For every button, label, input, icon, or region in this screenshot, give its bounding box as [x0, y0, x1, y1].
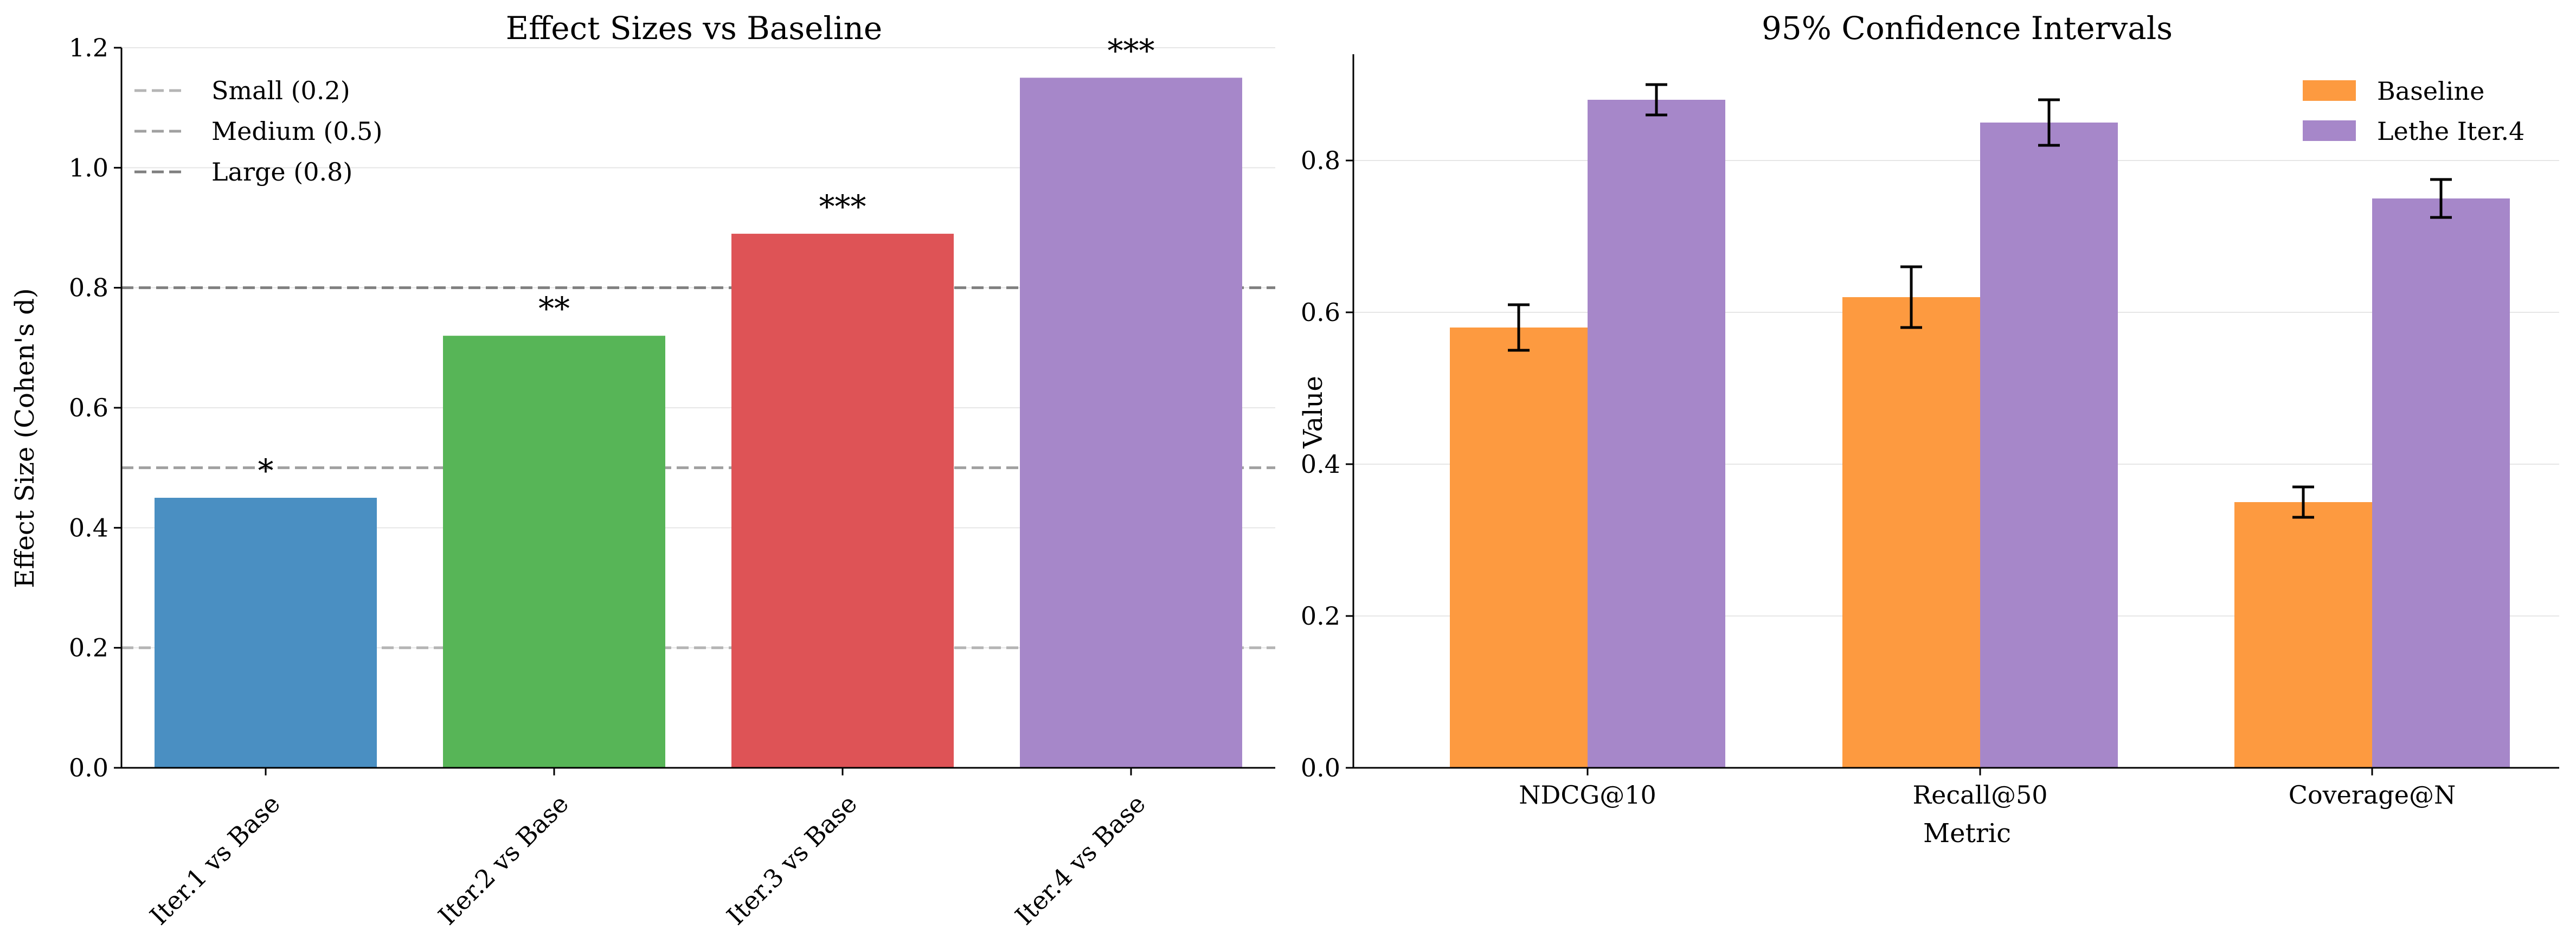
ci-legend: Baseline Lethe Iter.4	[2303, 76, 2524, 146]
right-x-ticks: NDCG@10 Recall@50 Coverage@N	[1519, 768, 2456, 810]
right-x-tick-label: NDCG@10	[1519, 780, 1656, 810]
right-y-tick-label: 0.2	[1301, 601, 1340, 631]
left-x-tick-label: Iter.3 vs Base	[721, 789, 863, 930]
legend-label: Small (0.2)	[211, 76, 350, 105]
right-y-axis-label: Value	[1298, 376, 1328, 449]
effect-size-bar	[155, 498, 377, 768]
left-y-tick-label: 0.8	[69, 273, 108, 303]
left-x-tick-label: Iter.2 vs Base	[433, 789, 574, 930]
right-y-tick-label: 0.8	[1301, 146, 1340, 175]
ci-bar	[2372, 198, 2510, 768]
right-y-tick-label: 0.6	[1301, 298, 1340, 327]
left-y-tick-label: 0.2	[69, 633, 108, 663]
effect-size-bar	[443, 336, 665, 768]
left-y-tick-label: 0.4	[69, 513, 108, 542]
ci-error-bars	[1508, 83, 2452, 519]
ci-bar	[1980, 123, 2118, 768]
legend-color-swatch	[2303, 80, 2356, 101]
legend-label: Medium (0.5)	[211, 117, 382, 146]
left-y-tick-label: 0.6	[69, 393, 108, 422]
right-x-axis-label: Metric	[1923, 818, 2011, 849]
left-y-tick-label: 0.0	[69, 753, 108, 782]
effect-size-bar	[731, 234, 954, 768]
legend-label: Baseline	[2377, 76, 2484, 106]
right-x-tick-label: Coverage@N	[2289, 780, 2456, 810]
ci-bar	[1450, 328, 1588, 768]
effect-size-bar	[1020, 78, 1242, 768]
effect-size-chart: ********* 0.00.20.40.60.81.01.2 Iter.1 v…	[10, 10, 1275, 930]
legend-label: Large (0.8)	[211, 157, 352, 187]
left-x-ticks: Iter.1 vs Base Iter.2 vs Base Iter.3 vs Ba…	[144, 768, 1151, 930]
significance-markers: *********	[258, 32, 1155, 489]
right-x-tick-label: Recall@50	[1912, 780, 2047, 810]
right-y-tick-label: 0.0	[1301, 753, 1340, 782]
effect-size-legend: Small (0.2) Medium (0.5) Large (0.8)	[134, 76, 382, 187]
left-y-axis-label: Effect Size (Cohen's d)	[10, 288, 40, 588]
right-axes	[1352, 54, 2559, 769]
ci-bar	[1842, 297, 1980, 768]
left-x-tick-label: Iter.1 vs Base	[144, 789, 286, 930]
left-y-tick-label: 1.0	[69, 153, 108, 182]
legend-label: Lethe Iter.4	[2377, 117, 2524, 146]
left-y-tick-label: 1.2	[69, 33, 108, 62]
significance-marker: **	[538, 290, 570, 327]
left-y-ticks: 0.0 0.2 0.4 0.6 0.8 1.0 1.2	[69, 33, 121, 782]
significance-marker: *	[258, 452, 274, 489]
right-y-tick-label: 0.4	[1301, 450, 1340, 479]
legend-color-swatch	[2303, 120, 2356, 141]
ci-bar	[1588, 100, 1725, 768]
ci-bars	[1450, 100, 2510, 768]
right-y-ticks: 0.0 0.2 0.4 0.6 0.8	[1301, 146, 1353, 782]
significance-marker: ***	[819, 188, 866, 225]
confidence-interval-chart: 0.0 0.2 0.4 0.6 0.8 NDCG@10 Recall@50 Coverage…	[1298, 10, 2559, 849]
left-x-tick-label: Iter.4 vs Base	[1010, 789, 1151, 930]
significance-marker: ***	[1108, 32, 1155, 69]
ci-bar	[2234, 502, 2372, 768]
effect-size-bars	[155, 78, 1242, 768]
left-chart-title: Effect Sizes vs Baseline	[506, 10, 883, 47]
right-chart-title: 95% Confidence Intervals	[1762, 10, 2173, 47]
